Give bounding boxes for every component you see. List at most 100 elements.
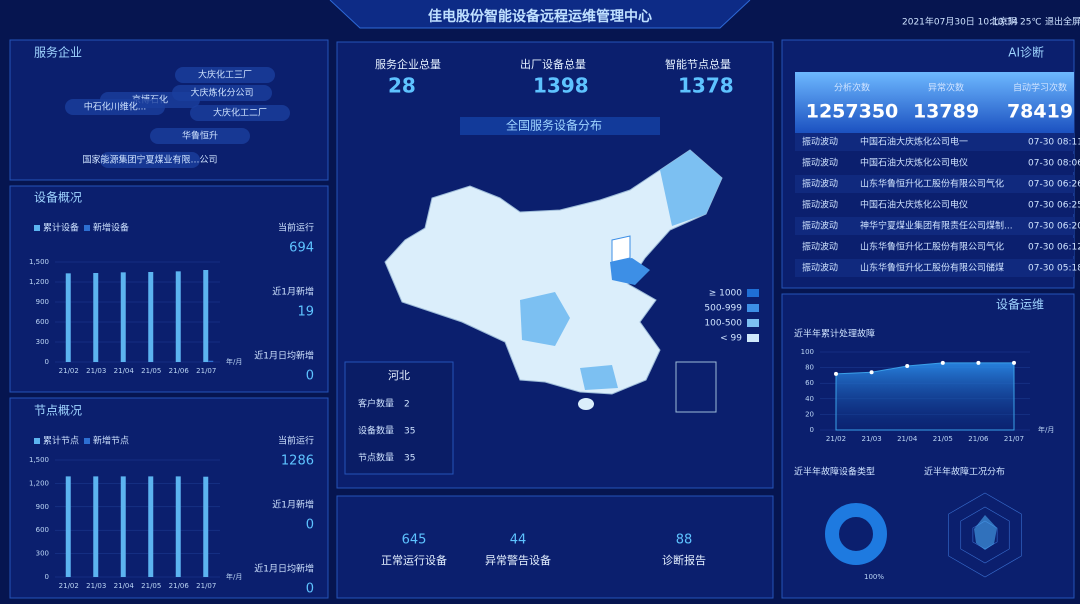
header-bar (329, 0, 751, 29)
alert-row[interactable] (795, 175, 1074, 193)
stat-value: 694 (289, 241, 314, 256)
page-title: 佳电股份智能设备远程运维管理中心 (428, 8, 652, 25)
legend-swatch (84, 225, 90, 231)
province-popup (344, 361, 454, 475)
bar (148, 476, 154, 577)
enterprise-name: 中石化川维化... (84, 101, 147, 113)
bar (175, 271, 181, 362)
total-label: 出厂设备总量 (520, 57, 586, 71)
point (940, 360, 945, 365)
bar (65, 476, 71, 577)
alert-type: 振动波动 (802, 241, 838, 253)
enterprise-name: 国家能源集团宁夏煤业有限…公司 (82, 154, 217, 166)
x-axis-label: 年/月 (1038, 425, 1054, 434)
alert-type: 振动波动 (802, 262, 838, 274)
tag-bubble (100, 152, 200, 168)
bar (120, 272, 126, 362)
legend-label: < 99 (720, 334, 742, 344)
x-tick-label: 21/02 (59, 582, 79, 590)
x-tick-label: 21/03 (86, 582, 106, 590)
total-label: 智能节点总量 (665, 57, 731, 71)
point (1012, 360, 1016, 365)
alert-row[interactable] (795, 217, 1074, 235)
province-name: 河北 (388, 369, 410, 382)
row-label: 客户数量 (358, 398, 394, 410)
alert-company: 中国石油大庆炼化公司电仪 (860, 199, 968, 211)
panel-title: 节点概况 (34, 404, 82, 418)
x-tick-label: 21/02 (59, 367, 79, 375)
legend-label: 100-500 (704, 319, 742, 329)
row-value: 35 (404, 454, 415, 464)
legend-swatch (747, 304, 759, 312)
alert-row[interactable] (795, 238, 1074, 256)
map-land (384, 149, 723, 395)
province (611, 235, 631, 263)
radar-shape (974, 515, 997, 550)
enterprise-name: 大庆炼化分公司 (190, 87, 253, 99)
x-tick-label: 21/05 (141, 367, 161, 375)
status-label: 异常警告设备 (485, 553, 551, 567)
china-map (384, 149, 723, 413)
counter-value: 13789 (913, 101, 979, 123)
y-tick-label: 1,500 (29, 258, 49, 266)
stat-label: 近1月新增 (272, 499, 314, 511)
city: 北京 (990, 16, 1008, 28)
tag-bubble (190, 105, 290, 121)
chart-title: 近半年故障工况分布 (924, 466, 1005, 478)
point (869, 370, 874, 375)
x-tick-label: 21/04 (114, 367, 135, 375)
legend-swatch (747, 334, 759, 342)
point (905, 364, 910, 369)
alert-time: 07-30 06:25 (1028, 201, 1080, 211)
point (834, 371, 838, 376)
alert-time: 07-30 06:26 (1028, 180, 1080, 190)
x-tick-label: 21/07 (196, 367, 216, 375)
alert-row[interactable] (795, 154, 1074, 172)
alert-time: 07-30 05:18 (1028, 264, 1080, 274)
panel-title: 服务企业 (34, 45, 82, 60)
bar (65, 273, 71, 362)
x-tick-label: 21/03 (86, 367, 106, 375)
counter-label: 异常次数 (928, 82, 964, 94)
panel-title: 设备运维 (996, 298, 1044, 312)
y-tick-label: 0 (810, 426, 814, 434)
panel-title: AI诊断 (1008, 45, 1044, 60)
y-tick-label: 0 (45, 358, 49, 366)
row-label: 设备数量 (358, 425, 394, 437)
status-value: 88 (676, 533, 693, 548)
alert-type: 振动波动 (802, 157, 838, 169)
province (660, 150, 722, 226)
legend-swatch (747, 289, 759, 297)
row-value: 2 (404, 400, 410, 410)
weather: 阴 (1008, 17, 1017, 28)
donut-slice (825, 503, 887, 565)
exit-button[interactable]: 退出全屏 (1045, 16, 1080, 28)
y-tick-label: 600 (36, 318, 49, 326)
x-axis-label: 年/月 (226, 357, 242, 366)
y-tick-label: 1,200 (29, 278, 49, 286)
alert-row[interactable] (795, 259, 1074, 277)
row-value: 35 (404, 427, 415, 437)
inset (675, 361, 717, 413)
status-value: 645 (402, 533, 427, 548)
x-tick-label: 21/07 (196, 582, 216, 590)
alert-row[interactable] (795, 196, 1074, 214)
chart-title: 近半年累计处理故障 (794, 328, 875, 340)
x-tick-label: 21/04 (897, 435, 918, 443)
status-value: 44 (510, 533, 527, 548)
bar (175, 476, 181, 577)
y-tick-label: 300 (36, 338, 49, 346)
alert-row[interactable] (795, 133, 1074, 151)
legend-swatch (747, 319, 759, 327)
panel (336, 495, 774, 599)
alert-time: 07-30 08:06 (1028, 159, 1080, 169)
datetime: 2021年07月30日 10:10:34 (902, 16, 1018, 28)
total-label: 服务企业总量 (375, 57, 441, 71)
bar (120, 476, 126, 577)
x-tick-label: 21/06 (169, 582, 190, 590)
alert-time: 07-30 06:12 (1028, 243, 1080, 253)
bar (93, 476, 99, 577)
bar (208, 360, 214, 362)
legend-swatch (34, 225, 40, 231)
